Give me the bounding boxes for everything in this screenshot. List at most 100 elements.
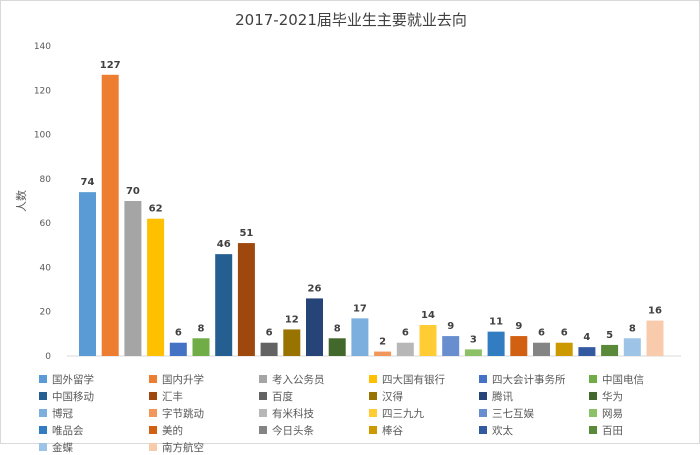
y-tick-label: 60 [40, 219, 52, 229]
legend-item: 网易 [589, 405, 699, 421]
bar [260, 342, 278, 356]
data-label: 6 [266, 328, 273, 339]
legend-label: 汉得 [382, 390, 403, 403]
data-label: 3 [470, 334, 477, 345]
legend-item: 唯品会 [39, 422, 149, 438]
legend-label: 三七互娱 [492, 407, 534, 420]
legend-swatch [369, 392, 377, 400]
y-tick-label: 20 [40, 308, 52, 318]
y-tick-label: 40 [40, 263, 52, 273]
legend-swatch [149, 426, 157, 434]
legend-swatch [39, 443, 47, 451]
legend-swatch [39, 409, 47, 417]
legend-label: 网易 [602, 407, 623, 420]
legend-item: 国外留学 [39, 371, 149, 387]
legend-item: 南方航空 [149, 439, 259, 455]
legend-swatch [589, 426, 597, 434]
data-label: 6 [175, 328, 182, 339]
data-label: 6 [538, 328, 545, 339]
legend-swatch [149, 409, 157, 417]
bar [464, 349, 482, 356]
bar [442, 336, 460, 356]
bar [487, 331, 505, 356]
legend-swatch [149, 443, 157, 451]
bar [578, 347, 596, 356]
bar [147, 218, 165, 356]
legend-swatch [149, 375, 157, 383]
y-tick-label: 0 [45, 352, 51, 362]
legend-swatch [39, 426, 47, 434]
legend-label: 中国电信 [602, 373, 644, 386]
legend-swatch [259, 392, 267, 400]
data-label: 4 [583, 332, 590, 343]
legend-label: 华为 [602, 390, 623, 403]
legend-label: 棒谷 [382, 424, 403, 437]
legend: 国外留学 国内升学 考入公务员 四大国有银行 四大会计事务所 中国电信 中国移动 汇丰 百度 汉得… [39, 371, 699, 455]
data-label: 11 [489, 317, 503, 328]
y-tick-label: 120 [34, 86, 51, 96]
legend-swatch [589, 375, 597, 383]
legend-swatch [149, 392, 157, 400]
legend-item: 四大会计事务所 [479, 371, 589, 387]
bar [623, 338, 641, 356]
legend-label: 今日头条 [272, 424, 314, 437]
legend-item: 百度 [259, 388, 369, 404]
data-label: 46 [217, 239, 231, 250]
legend-item: 美的 [149, 422, 259, 438]
data-label: 70 [126, 186, 140, 197]
legend-swatch [479, 375, 487, 383]
legend-item: 有米科技 [259, 405, 369, 421]
chart-title: 2017-2021届毕业生主要就业去向 [235, 11, 467, 29]
y-tick-label: 80 [40, 175, 52, 185]
legend-item: 四三九九 [369, 405, 479, 421]
data-label: 14 [421, 310, 435, 321]
legend-item: 字节跳动 [149, 405, 259, 421]
legend-label: 字节跳动 [162, 407, 204, 420]
bar [124, 201, 142, 356]
legend-label: 欢太 [492, 424, 513, 437]
bar [533, 342, 550, 356]
data-label: 8 [198, 323, 205, 334]
data-label: 9 [447, 321, 454, 332]
legend-swatch [589, 392, 597, 400]
legend-label: 唯品会 [52, 424, 84, 437]
legend-item: 博冠 [39, 405, 149, 421]
data-label: 6 [561, 328, 568, 339]
y-tick-label: 140 [34, 42, 51, 52]
legend-label: 南方航空 [162, 441, 204, 454]
legend-label: 四三九九 [382, 407, 424, 420]
data-label: 9 [515, 321, 522, 332]
legend-swatch [259, 426, 267, 434]
bar [419, 325, 437, 356]
bar [101, 74, 119, 357]
legend-item: 汇丰 [149, 388, 259, 404]
bar [237, 243, 255, 356]
legend-label: 国内升学 [162, 373, 204, 386]
legend-label: 汇丰 [162, 390, 183, 403]
bar [79, 192, 96, 356]
legend-item: 金蝶 [39, 439, 149, 455]
data-label: 127 [100, 60, 121, 71]
bar [192, 338, 210, 356]
legend-item: 今日头条 [259, 422, 369, 438]
bar [555, 342, 573, 356]
data-label: 8 [334, 323, 341, 334]
legend-item: 三七互娱 [479, 405, 589, 421]
legend-item: 国内升学 [149, 371, 259, 387]
legend-item: 中国移动 [39, 388, 149, 404]
data-label: 8 [629, 323, 636, 334]
legend-swatch [479, 426, 487, 434]
bar [374, 351, 392, 356]
data-label: 5 [606, 330, 613, 341]
legend-label: 四大国有银行 [382, 373, 445, 386]
y-axis-label: 人数 [15, 190, 28, 212]
bar [169, 342, 187, 356]
legend-item: 汉得 [369, 388, 479, 404]
legend-item: 欢太 [479, 422, 589, 438]
legend-item: 四大国有银行 [369, 371, 479, 387]
data-label: 26 [308, 283, 322, 294]
data-label: 6 [402, 328, 409, 339]
legend-swatch [479, 409, 487, 417]
